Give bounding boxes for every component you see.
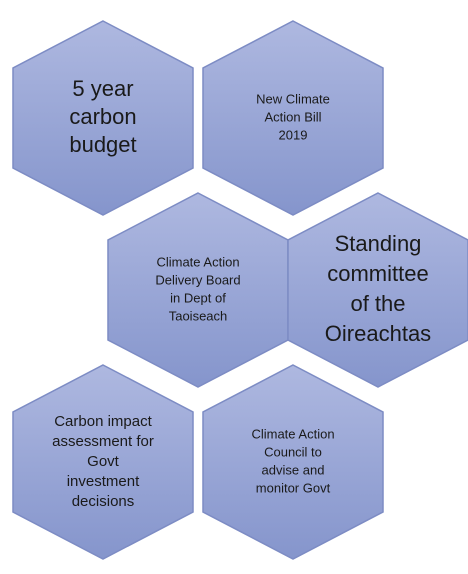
node-label: investment — [67, 473, 140, 490]
node-label: Taoiseach — [169, 308, 228, 323]
node-label: advise and — [262, 462, 325, 477]
node-label: monitor Govt — [256, 480, 331, 495]
node-label: Council to — [264, 444, 322, 459]
node-label: Standing — [335, 231, 422, 256]
node-label: budget — [69, 132, 136, 157]
node-label: of the — [350, 291, 405, 316]
node-label: committee — [327, 261, 428, 286]
node-label: 2019 — [279, 127, 308, 142]
node-label: Climate Action — [251, 426, 334, 441]
hexagon — [202, 364, 384, 560]
hexagon — [12, 20, 194, 216]
hexagon — [287, 192, 468, 388]
node-label: Delivery Board — [155, 272, 240, 287]
node-label: New Climate — [256, 91, 330, 106]
node-label: Action Bill — [264, 109, 321, 124]
hexagon — [202, 20, 384, 216]
node-label: carbon — [69, 104, 136, 129]
node-label: Carbon impact — [54, 413, 152, 430]
node-label: Govt — [87, 453, 120, 470]
node-label: decisions — [72, 493, 135, 510]
node-label: 5 year — [72, 76, 133, 101]
node-label: Climate Action — [156, 254, 239, 269]
node-label: assessment for — [52, 433, 154, 450]
hexagon — [12, 364, 194, 560]
node-label: in Dept of — [170, 290, 226, 305]
node-label: Oireachtas — [325, 321, 431, 346]
